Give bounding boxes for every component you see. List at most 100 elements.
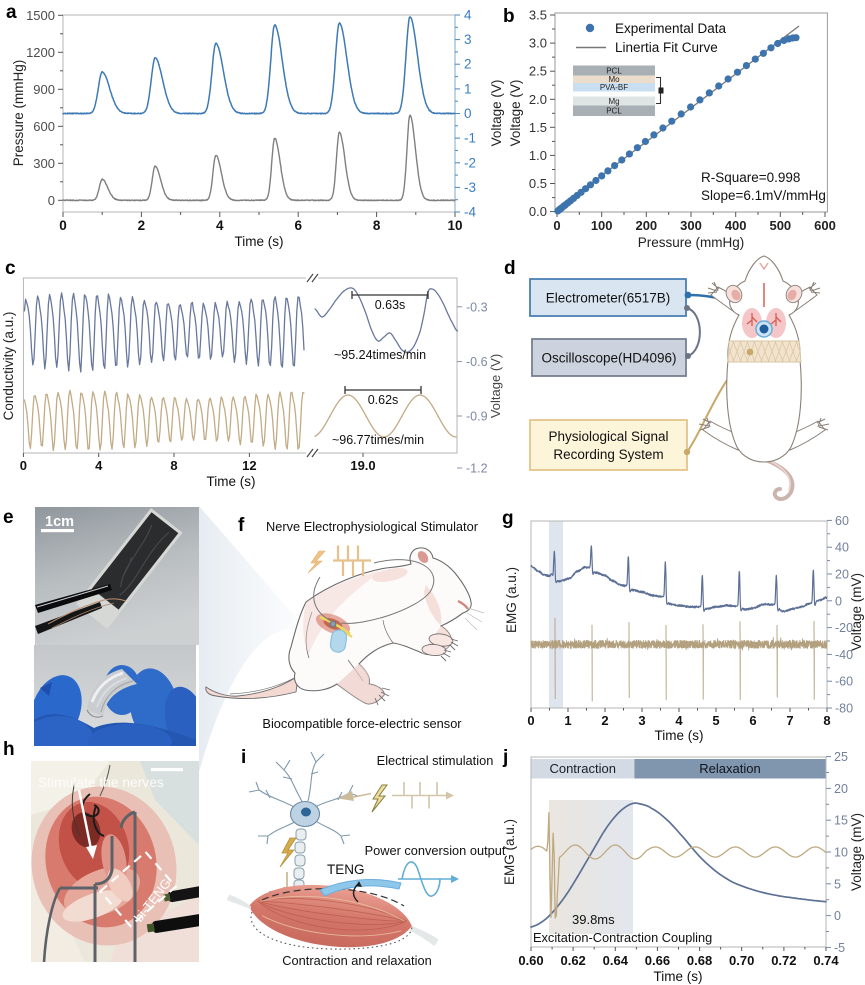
- svg-text:a: a: [6, 2, 17, 23]
- svg-text:300: 300: [33, 156, 55, 171]
- svg-text:0.62: 0.62: [560, 953, 585, 968]
- svg-text:h: h: [3, 739, 15, 760]
- svg-text:6: 6: [749, 713, 756, 728]
- svg-text:-60: -60: [835, 675, 853, 689]
- svg-text:Time (s): Time (s): [235, 234, 284, 249]
- svg-text:-40: -40: [835, 648, 853, 662]
- svg-text:100: 100: [591, 218, 613, 233]
- svg-text:~96.77times/min: ~96.77times/min: [332, 433, 424, 447]
- svg-text:Biocompatible force-electric s: Biocompatible force-electric sensor: [262, 716, 462, 731]
- svg-text:0: 0: [553, 218, 560, 233]
- svg-text:-1: -1: [464, 131, 476, 146]
- svg-text:300: 300: [680, 218, 702, 233]
- svg-text:3.5: 3.5: [529, 8, 547, 23]
- svg-text:15: 15: [834, 814, 848, 828]
- svg-text:4: 4: [675, 713, 683, 728]
- svg-text:0.68: 0.68: [687, 953, 712, 968]
- svg-text:600: 600: [814, 218, 836, 233]
- svg-text:0: 0: [464, 106, 472, 121]
- svg-text:5: 5: [834, 877, 841, 891]
- svg-text:0: 0: [48, 193, 55, 208]
- svg-text:8: 8: [373, 218, 381, 233]
- svg-text:39.8ms: 39.8ms: [572, 912, 615, 927]
- svg-text:25: 25: [834, 750, 848, 764]
- svg-text:19.0: 19.0: [350, 458, 375, 473]
- svg-text:-0.9: -0.9: [466, 410, 488, 424]
- svg-text:TENG: TENG: [327, 862, 365, 877]
- svg-text:0.5: 0.5: [529, 176, 547, 191]
- svg-text:3: 3: [464, 32, 472, 47]
- svg-text:d: d: [504, 258, 516, 279]
- svg-text:Time (s): Time (s): [207, 474, 256, 489]
- svg-text:2.0: 2.0: [529, 92, 547, 107]
- svg-text:7: 7: [786, 713, 793, 728]
- svg-text:40: 40: [835, 541, 849, 555]
- svg-text:Nerve Electrophysiological Sti: Nerve Electrophysiological Stimulator: [266, 519, 479, 534]
- svg-text:Recording System: Recording System: [553, 447, 663, 462]
- svg-text:Power conversion output: Power conversion output: [365, 843, 506, 858]
- svg-text:0.63s: 0.63s: [375, 298, 406, 312]
- svg-text:3: 3: [638, 713, 645, 728]
- svg-text:0: 0: [59, 218, 67, 233]
- svg-text:0.74: 0.74: [813, 953, 839, 968]
- svg-text:-2: -2: [464, 155, 476, 170]
- svg-text:900: 900: [33, 82, 55, 97]
- svg-text:6: 6: [294, 218, 302, 233]
- svg-text:Relaxation: Relaxation: [699, 761, 760, 776]
- svg-text:4: 4: [95, 458, 103, 473]
- svg-text:Contraction and relaxation: Contraction and relaxation: [282, 953, 431, 968]
- svg-text:1200: 1200: [26, 45, 55, 60]
- svg-text:0.62s: 0.62s: [368, 393, 399, 407]
- svg-text:-0.3: -0.3: [466, 300, 488, 314]
- svg-text:-5: -5: [834, 941, 845, 955]
- svg-text:4: 4: [216, 218, 224, 233]
- svg-text:Voltage (V): Voltage (V): [488, 354, 503, 418]
- svg-text:0.0: 0.0: [529, 204, 547, 219]
- svg-text:Electrometer(6517B): Electrometer(6517B): [546, 290, 671, 305]
- svg-text:-20: -20: [835, 621, 853, 635]
- svg-text:Mg: Mg: [608, 97, 619, 106]
- svg-text:0.66: 0.66: [645, 953, 670, 968]
- svg-text:12: 12: [242, 458, 256, 473]
- svg-text:f: f: [238, 515, 245, 536]
- svg-text:Voltage (V): Voltage (V): [508, 80, 523, 147]
- svg-text:5: 5: [712, 713, 719, 728]
- svg-text:2: 2: [138, 218, 146, 233]
- svg-text:Linertia Fit Curve: Linertia Fit Curve: [615, 40, 718, 55]
- svg-text:0: 0: [835, 594, 842, 608]
- svg-text:Electrical stimulation: Electrical stimulation: [377, 753, 494, 768]
- svg-text:200: 200: [635, 218, 657, 233]
- svg-text:Experimental Data: Experimental Data: [615, 21, 727, 36]
- svg-text:1.5: 1.5: [529, 120, 547, 135]
- svg-text:2: 2: [601, 713, 608, 728]
- svg-text:10: 10: [834, 846, 848, 860]
- svg-text:Stimulate the nerves: Stimulate the nerves: [38, 775, 164, 790]
- svg-text:10: 10: [447, 218, 462, 233]
- svg-text:4: 4: [464, 7, 472, 22]
- svg-text:Excitation-Contraction Couplin: Excitation-Contraction Coupling: [533, 930, 712, 945]
- svg-text:400: 400: [725, 218, 747, 233]
- svg-text:0.70: 0.70: [729, 953, 754, 968]
- svg-text:Mo: Mo: [608, 75, 620, 84]
- svg-text:8: 8: [170, 458, 177, 473]
- svg-text:0: 0: [527, 713, 534, 728]
- svg-text:~95.24times/min: ~95.24times/min: [334, 348, 426, 362]
- svg-text:-80: -80: [835, 702, 853, 716]
- svg-text:2.5: 2.5: [529, 64, 547, 79]
- svg-text:-4: -4: [464, 205, 476, 220]
- svg-text:20: 20: [835, 568, 849, 582]
- svg-text:Physiological Signal: Physiological Signal: [548, 429, 668, 444]
- svg-text:1500: 1500: [26, 8, 55, 23]
- svg-text:0: 0: [20, 458, 27, 473]
- svg-text:Pressure (mmHg): Pressure (mmHg): [11, 60, 26, 167]
- svg-text:PVA-BF: PVA-BF: [600, 83, 628, 92]
- svg-text:i: i: [241, 747, 246, 768]
- svg-text:Oscilloscope(HD4096): Oscilloscope(HD4096): [541, 350, 676, 365]
- svg-text:c: c: [5, 258, 16, 279]
- svg-text:EMG (a.u.): EMG (a.u.): [504, 567, 519, 633]
- svg-text:600: 600: [33, 119, 55, 134]
- svg-text:0.60: 0.60: [518, 953, 543, 968]
- svg-text:20: 20: [834, 782, 848, 796]
- svg-text:-1.2: -1.2: [466, 462, 488, 476]
- svg-text:60: 60: [835, 514, 849, 528]
